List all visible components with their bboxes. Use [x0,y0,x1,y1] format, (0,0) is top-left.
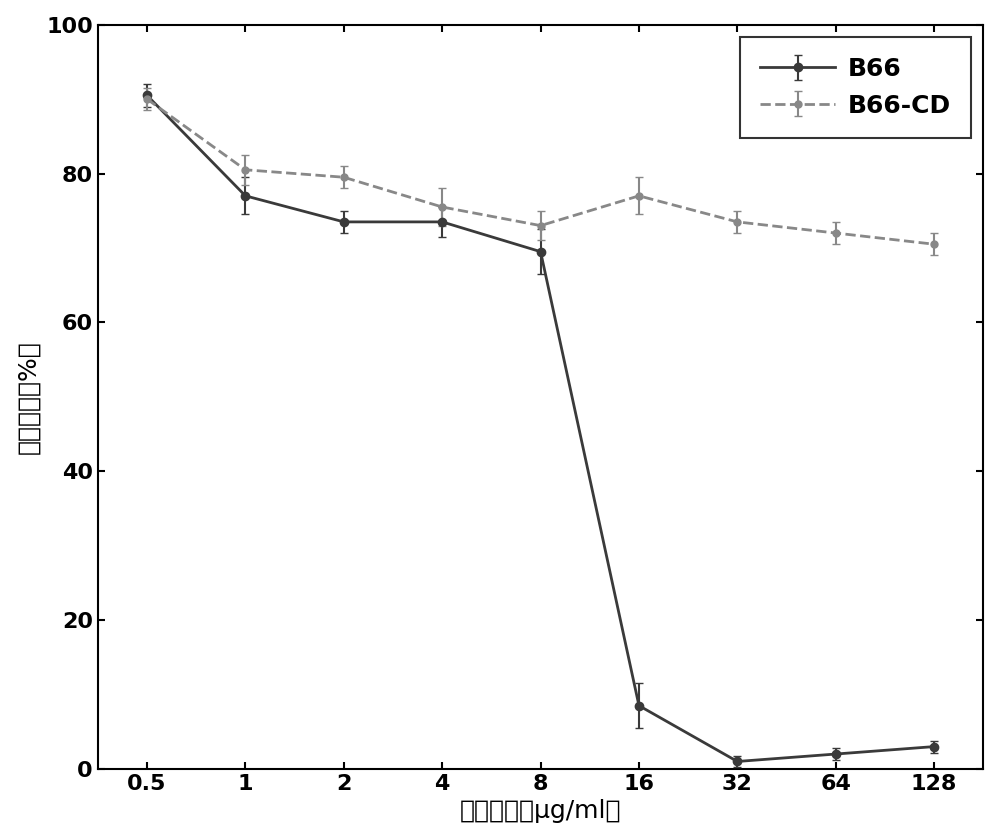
X-axis label: 材料浓度（μg/ml）: 材料浓度（μg/ml） [460,800,621,823]
Legend: B66, B66-CD: B66, B66-CD [740,37,971,138]
Y-axis label: 细胞活性（%）: 细胞活性（%） [17,340,41,454]
